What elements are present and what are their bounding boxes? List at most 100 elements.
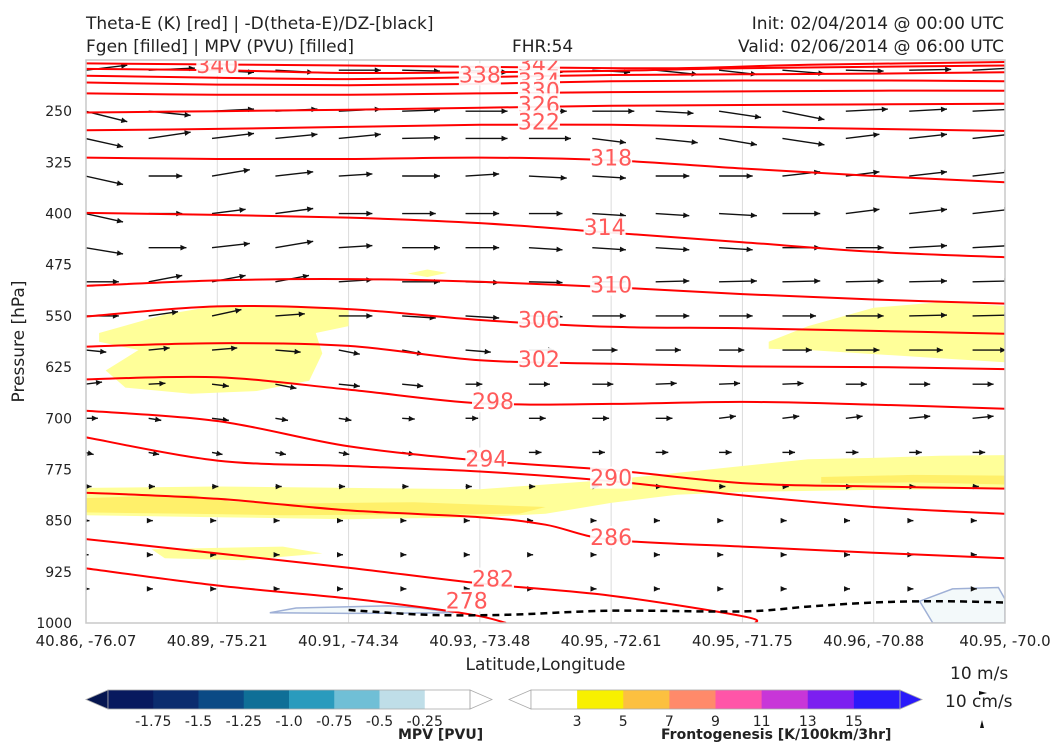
wind-vector-head — [936, 347, 943, 353]
wind-vector — [655, 137, 698, 145]
x-tick-label: 40.95, -72.61 — [561, 632, 662, 650]
wind-vector-shaft — [275, 240, 314, 249]
theta-e-label-bg — [590, 146, 633, 169]
wind-vector-head — [987, 413, 994, 420]
wind-vector-head — [670, 380, 677, 387]
wind-vector — [338, 349, 360, 356]
wind-vector-head — [746, 246, 753, 253]
wind-vector-head — [148, 483, 155, 490]
wind-vector-head — [493, 244, 500, 251]
wind-vector — [782, 414, 800, 420]
wind-vector — [338, 313, 373, 319]
wind-vector-shaft — [338, 133, 381, 140]
wind-vector-shaft — [782, 110, 825, 121]
wind-vector-head — [184, 111, 191, 118]
fgen-colorbar-tick-label: 7 — [665, 714, 674, 730]
wind-vector-head — [844, 586, 851, 592]
wind-vector — [782, 449, 796, 456]
wind-vector-head — [154, 416, 162, 423]
wind-vector — [845, 132, 880, 140]
wind-vector-shaft — [972, 314, 1005, 317]
wind-vector — [719, 278, 757, 284]
wind-vector-shaft — [909, 244, 948, 249]
wind-vector — [148, 244, 187, 251]
theta-e-label-bg — [458, 63, 501, 86]
wind-vector — [909, 106, 948, 113]
wind-vector-head — [556, 210, 563, 217]
forecast-hour: FHR:54 — [512, 37, 574, 57]
wind-vector — [273, 551, 280, 558]
wind-vector — [275, 348, 301, 355]
wind-vector-shaft — [86, 175, 124, 186]
theta-e-label: 282 — [472, 568, 514, 593]
wind-vector-shaft — [275, 207, 314, 215]
wind-vector-head — [780, 551, 787, 558]
wind-vector — [845, 449, 859, 456]
wind-vector — [592, 313, 626, 319]
wind-vector-head — [146, 517, 153, 524]
wind-vector-head — [733, 380, 741, 387]
wind-vector-head — [940, 243, 947, 249]
wind-vector-shaft — [655, 137, 698, 144]
wind-vector — [336, 551, 343, 558]
wind-vector-head — [402, 483, 409, 490]
wind-vector-head — [611, 347, 618, 353]
y-tick-label: 775 — [45, 462, 72, 478]
wind-vector-shaft — [845, 280, 884, 283]
y-tick-label: 1000 — [36, 616, 72, 632]
wind-vector-head — [856, 414, 863, 420]
y-tick-label: 625 — [45, 360, 72, 376]
mpv-colorbar-segment — [334, 690, 380, 709]
fgen-colorbar-tick-label: 3 — [573, 714, 582, 730]
wind-vector-head — [433, 244, 440, 251]
wind-vector — [718, 110, 762, 120]
wind-vector-head — [472, 415, 479, 422]
wind-vector-shaft — [275, 171, 314, 177]
wind-vector-head — [535, 449, 542, 456]
x-tick-label: 40.95, -70.0 — [959, 632, 1050, 650]
wind-vector-head — [100, 348, 107, 355]
wind-vector-head — [463, 517, 470, 524]
wind-vector — [148, 273, 183, 283]
wind-vector — [273, 586, 280, 592]
wind-vector-head — [717, 586, 724, 592]
theta-e-contour-342 — [86, 61, 1005, 70]
wind-vector — [592, 108, 635, 114]
theta-e-label: 338 — [459, 63, 501, 88]
wind-vector — [909, 347, 943, 353]
wind-vector-head — [619, 246, 626, 253]
fgen-colorbar-tick-label: 13 — [799, 714, 817, 730]
wind-vector-shaft — [528, 175, 567, 179]
wind-vector — [845, 68, 884, 74]
y-tick-label: 400 — [45, 207, 72, 223]
fgen-colorbar-segment — [577, 690, 624, 709]
wind-vector-head — [662, 449, 669, 456]
wind-vector-head — [91, 415, 98, 422]
wind-vector-head — [281, 416, 289, 423]
wind-vector — [338, 450, 350, 457]
x-tick-label: 40.91, -74.34 — [298, 632, 399, 650]
wind-vector-head — [400, 517, 407, 524]
wind-vector — [86, 519, 90, 523]
wind-vector-head — [212, 483, 219, 490]
wind-vector — [655, 380, 677, 387]
theta-e-label-bg — [196, 60, 239, 76]
fgen-colorbar-segment — [623, 690, 670, 709]
wind-vector — [338, 67, 381, 74]
wind-vector — [845, 414, 863, 420]
y-tick-label: 850 — [45, 514, 72, 530]
theta-e-contour-318 — [86, 156, 1005, 184]
wind-vector — [655, 313, 690, 319]
wind-vector — [211, 382, 229, 389]
fgen-colorbar-segment — [715, 690, 763, 709]
wind-vector-head — [476, 381, 483, 387]
wind-vector-shaft — [972, 134, 1005, 140]
wind-vector — [909, 278, 948, 284]
wind-vector-head — [311, 132, 318, 138]
wind-vector-head — [754, 113, 762, 120]
wind-vector-head — [619, 174, 626, 181]
fgen-colorbar-segment — [853, 690, 901, 709]
wind-vector — [590, 586, 597, 592]
wind-vector-head — [780, 586, 787, 592]
wind-vector-head — [924, 381, 931, 387]
